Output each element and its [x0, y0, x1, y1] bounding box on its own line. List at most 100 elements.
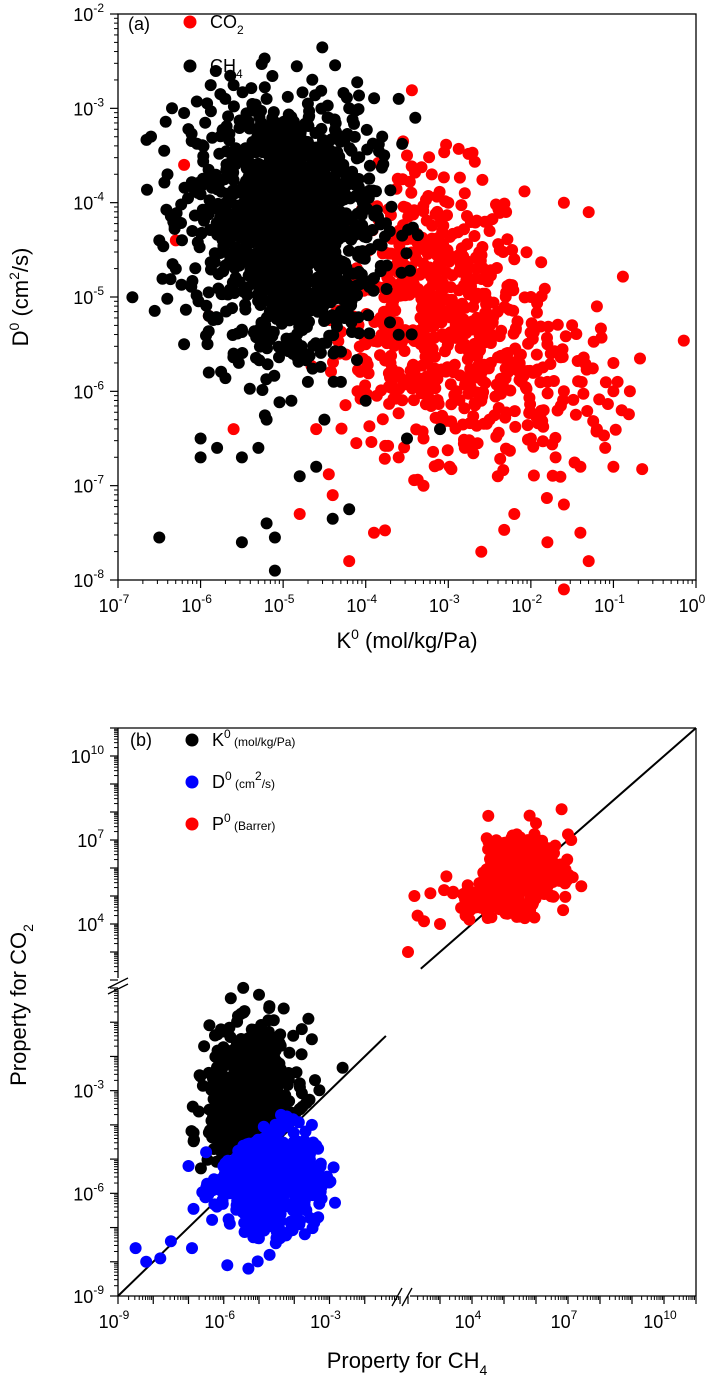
data-point: [261, 358, 274, 371]
data-point: [607, 357, 620, 369]
data-point: [551, 318, 564, 331]
data-point: [541, 879, 554, 891]
data-point: [311, 257, 324, 270]
data-point: [221, 1166, 234, 1179]
data-point: [446, 227, 459, 240]
data-point: [333, 185, 346, 198]
data-point: [447, 366, 460, 379]
data-point: [342, 191, 355, 204]
data-point: [611, 375, 624, 388]
data-point: [279, 275, 292, 288]
data-point: [313, 216, 326, 229]
data-point: [277, 176, 289, 189]
data-point: [485, 911, 498, 924]
data-point: [255, 104, 267, 117]
data-point: [406, 221, 419, 234]
data-point: [316, 337, 329, 350]
data-point: [392, 328, 405, 341]
data-point: [582, 555, 595, 568]
data-point: [530, 348, 543, 361]
legend-ch4-label: CH4: [210, 56, 243, 81]
data-point: [549, 839, 562, 852]
data-point: [312, 126, 325, 139]
data-point: [260, 413, 273, 426]
data-point: [241, 157, 254, 170]
data-point: [266, 148, 278, 160]
data-point: [209, 65, 222, 77]
data-point: [375, 384, 388, 397]
data-point: [318, 166, 331, 179]
data-point: [335, 215, 347, 228]
data-point: [557, 385, 570, 398]
data-point: [225, 1079, 238, 1092]
data-point: [483, 225, 496, 237]
data-point: [293, 1077, 306, 1090]
data-point: [246, 1171, 259, 1184]
data-point: [257, 171, 270, 184]
data-point: [466, 890, 478, 902]
data-point: [198, 1040, 211, 1053]
data-point: [527, 469, 540, 482]
x-tick-label: 107: [551, 1308, 578, 1332]
data-point: [305, 1033, 318, 1046]
data-point: [500, 347, 513, 360]
data-point: [254, 1143, 266, 1156]
data-point: [325, 198, 338, 211]
data-point: [212, 282, 225, 295]
data-point: [509, 420, 522, 433]
data-point: [540, 492, 553, 504]
data-point: [255, 58, 268, 70]
data-point: [384, 371, 396, 384]
legend-d0-marker: [185, 775, 199, 789]
data-point: [327, 1161, 340, 1174]
data-point: [189, 262, 202, 275]
data-point: [518, 863, 531, 875]
data-point: [241, 289, 254, 301]
data-point: [240, 146, 253, 159]
data-point: [431, 232, 444, 245]
data-point: [260, 517, 273, 530]
legend-k0-label: K0 (mol/kg/Pa): [212, 727, 295, 750]
data-point: [199, 116, 212, 129]
data-point: [587, 335, 600, 348]
data-point: [363, 420, 376, 433]
y-tick-label: 10-5: [73, 284, 104, 308]
data-point: [500, 442, 512, 455]
data-point: [264, 1174, 277, 1187]
data-point: [582, 206, 595, 219]
data-point: [524, 432, 537, 445]
data-point: [468, 155, 481, 168]
y-tick-label: 10-3: [73, 95, 104, 119]
data-point: [526, 332, 539, 345]
data-point: [487, 296, 500, 309]
data-point: [581, 405, 594, 417]
data-point: [339, 399, 352, 412]
data-point: [306, 73, 319, 86]
data-point: [309, 89, 322, 102]
data-point: [245, 261, 258, 274]
data-point: [258, 81, 271, 94]
data-point: [557, 904, 570, 917]
data-point: [574, 460, 587, 473]
data-point: [160, 203, 173, 216]
data-point: [178, 158, 191, 171]
data-point: [212, 268, 225, 281]
data-point: [530, 842, 543, 855]
data-point: [153, 531, 166, 544]
data-point: [328, 113, 341, 126]
data-point: [242, 247, 255, 260]
data-point: [337, 87, 350, 99]
y-tick-label: 107: [77, 827, 104, 851]
data-point: [417, 205, 430, 218]
data-point: [459, 378, 471, 391]
data-point: [316, 291, 328, 304]
data-point: [392, 451, 405, 464]
data-point: [405, 84, 418, 97]
y-tick-label: 10-9: [73, 1283, 104, 1307]
data-point: [190, 95, 203, 108]
data-point: [193, 1069, 206, 1082]
data-point: [421, 370, 433, 383]
data-point: [309, 181, 322, 194]
data-point: [516, 366, 529, 379]
